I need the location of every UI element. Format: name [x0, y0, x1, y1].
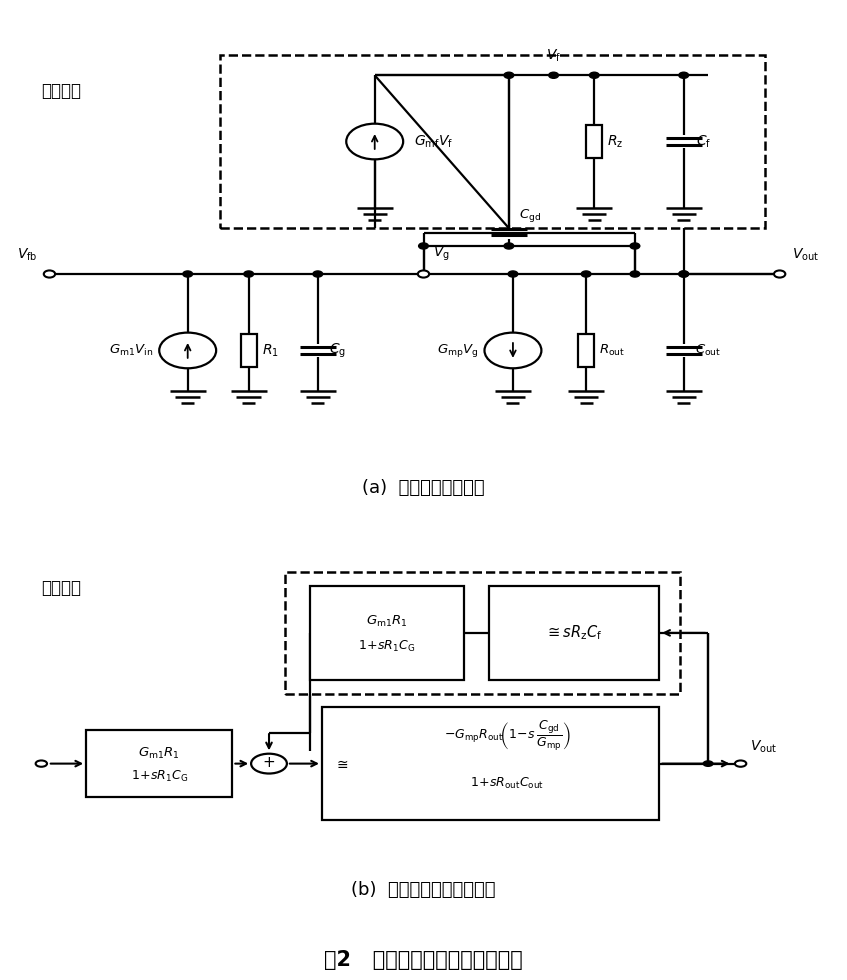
Circle shape: [504, 73, 514, 78]
Text: $R_{\rm 1}$: $R_{\rm 1}$: [262, 342, 279, 359]
Text: $C_{\rm g}$: $C_{\rm g}$: [329, 341, 346, 360]
Bar: [220, 55, 765, 228]
Text: $V_{\rm g}$: $V_{\rm g}$: [434, 244, 450, 263]
Bar: [489, 585, 659, 680]
Text: $\cong$: $\cong$: [334, 757, 349, 770]
Circle shape: [508, 270, 518, 277]
Circle shape: [774, 270, 785, 277]
Circle shape: [44, 270, 55, 277]
Text: $V_{\rm f}$: $V_{\rm f}$: [546, 48, 562, 64]
Text: $\cong sR_{\rm z}C_{\rm f}$: $\cong sR_{\rm z}C_{\rm f}$: [545, 623, 603, 642]
Text: $V_{\rm out}$: $V_{\rm out}$: [792, 246, 819, 263]
Text: $1\!+\!sR_{\rm 1}C_{\rm G}$: $1\!+\!sR_{\rm 1}C_{\rm G}$: [358, 639, 416, 654]
Text: $R_{\rm z}$: $R_{\rm z}$: [607, 133, 623, 150]
Text: (a)  线性稳压器拓扑图: (a) 线性稳压器拓扑图: [363, 479, 484, 497]
Circle shape: [549, 73, 558, 78]
Text: $G_{\rm m1}R_{\rm 1}$: $G_{\rm m1}R_{\rm 1}$: [366, 614, 407, 629]
Text: $-G_{\rm mp}R_{\rm out}\!\left(1\!-\!s\,\dfrac{C_{\rm gd}}{G_{\rm mp}}\right)$: $-G_{\rm mp}R_{\rm out}\!\left(1\!-\!s\,…: [444, 718, 570, 753]
Text: $G_{\rm m1}R_{\rm 1}$: $G_{\rm m1}R_{\rm 1}$: [138, 746, 180, 761]
Bar: [285, 572, 679, 694]
Circle shape: [183, 270, 192, 277]
Text: $C_{\rm out}$: $C_{\rm out}$: [695, 343, 722, 358]
Circle shape: [630, 243, 639, 249]
Circle shape: [346, 123, 403, 160]
Bar: [241, 334, 257, 367]
Circle shape: [678, 73, 689, 78]
Text: $1\!+\!sR_{\rm 1}C_{\rm G}$: $1\!+\!sR_{\rm 1}C_{\rm G}$: [130, 768, 188, 784]
Text: $G_{\rm mp}V_{\rm g}$: $G_{\rm mp}V_{\rm g}$: [437, 342, 479, 359]
Circle shape: [484, 332, 541, 368]
Bar: [310, 585, 464, 680]
Text: $C_{\rm f}$: $C_{\rm f}$: [696, 133, 711, 150]
Text: $V_{\rm out}$: $V_{\rm out}$: [750, 738, 778, 755]
Circle shape: [418, 243, 429, 249]
Bar: [322, 708, 659, 820]
Text: 伪微分器: 伪微分器: [42, 579, 81, 597]
Text: $V_{\rm fb}$: $V_{\rm fb}$: [17, 246, 37, 263]
Text: $G_{\rm mf}V_{\rm f}$: $G_{\rm mf}V_{\rm f}$: [413, 133, 453, 150]
Text: (b)  线性稳压器等效模块图: (b) 线性稳压器等效模块图: [352, 881, 495, 899]
Text: $+$: $+$: [263, 756, 275, 770]
Circle shape: [630, 270, 639, 277]
Text: $1\!+\!sR_{\rm out}C_{\rm out}$: $1\!+\!sR_{\rm out}C_{\rm out}$: [470, 776, 544, 792]
Text: 伪微分器: 伪微分器: [42, 81, 81, 100]
Circle shape: [251, 754, 287, 773]
Text: $R_{\rm out}$: $R_{\rm out}$: [599, 343, 625, 358]
Text: $G_{\rm m1}V_{\rm in}$: $G_{\rm m1}V_{\rm in}$: [109, 343, 153, 358]
Circle shape: [678, 270, 689, 277]
Circle shape: [418, 270, 429, 277]
Bar: [586, 124, 602, 158]
Circle shape: [735, 760, 746, 766]
Circle shape: [36, 760, 47, 766]
Circle shape: [244, 270, 253, 277]
Circle shape: [159, 332, 216, 368]
Circle shape: [703, 760, 713, 766]
Circle shape: [581, 270, 591, 277]
Text: 图2   线性稳压器拓扑和等效电路: 图2 线性稳压器拓扑和等效电路: [324, 951, 523, 970]
Circle shape: [590, 73, 599, 78]
Text: $C_{\rm gd}$: $C_{\rm gd}$: [518, 208, 540, 224]
Circle shape: [504, 243, 514, 249]
Circle shape: [678, 270, 689, 277]
Bar: [86, 730, 232, 798]
Circle shape: [313, 270, 323, 277]
Bar: [578, 334, 595, 367]
